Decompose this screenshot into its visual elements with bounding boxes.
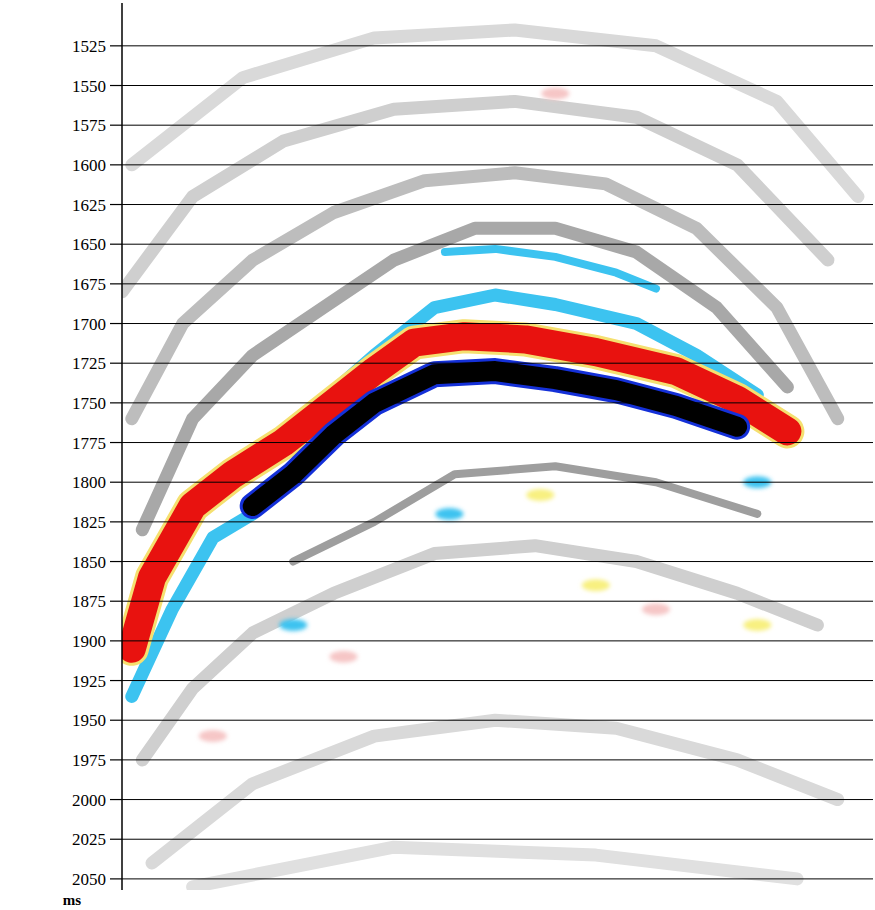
reflection-event [253,371,737,506]
grid-line [122,521,873,522]
amplitude-patch [526,489,554,501]
grid-line [122,283,873,284]
tick-mark [110,799,122,800]
reflection-event [122,101,828,291]
grid-line [122,759,873,760]
tick-label: 2025 [72,830,106,849]
tick-mark [110,839,122,840]
grid-line [122,839,873,840]
reflection-event [293,466,757,561]
grid-line [122,601,873,602]
grid-line [122,442,873,443]
tick-label: 1975 [72,751,106,770]
amplitude-patch [743,619,771,631]
tick-label: 1725 [72,354,106,373]
tick-mark [110,85,122,86]
amplitude-patch [541,87,569,99]
event-edge [132,336,788,649]
grid-line [122,164,873,165]
tick-label: 1650 [72,235,106,254]
grid-line [122,363,873,364]
tick-label: 1675 [72,275,106,294]
grid-line [122,561,873,562]
chart: 1525 1550 1575 1600 1625 1650 1675 1700 1725 1750… [0,0,875,910]
tick-mark [110,680,122,681]
tick-label: 1925 [72,672,106,691]
grid-line [122,482,873,483]
tick-label: 1700 [72,315,106,334]
grid-line [122,680,873,681]
grid-line [122,244,873,245]
amplitude-patch [582,579,610,591]
axis-line [121,3,123,890]
grid-line [122,204,873,205]
tick-label: 1625 [72,196,106,215]
axis-title: ms [63,892,81,908]
grid-line [122,323,873,324]
tick-mark [110,561,122,562]
y-axis: 1525 1550 1575 1600 1625 1650 1675 1700 1725 1750… [72,3,122,890]
tick-label: 2000 [72,791,106,810]
tick-label: 1800 [72,473,106,492]
tick-mark [110,323,122,324]
amplitude-patch [279,619,307,631]
tick-mark [110,204,122,205]
grid-line [122,125,873,126]
reflection-event [152,720,838,863]
amplitude-patch [435,508,463,520]
tick-mark [110,363,122,364]
grid-line [122,45,873,46]
tick-label: 2050 [72,870,106,889]
event-edge [253,371,737,506]
tick-label: 1525 [72,37,106,56]
tick-label: 1825 [72,513,106,532]
grid-line [122,640,873,641]
tick-mark [110,164,122,165]
amplitude-patch [642,603,670,615]
tick-label: 1575 [72,116,106,135]
tick-mark [110,244,122,245]
grid-line [122,799,873,800]
amplitude-patch [330,651,358,663]
tick-label: 1775 [72,434,106,453]
tick-label: 1950 [72,711,106,730]
plot-area [122,30,858,887]
tick-mark [110,601,122,602]
amplitude-patch [199,730,227,742]
tick-label: 1550 [72,77,106,96]
tick-mark [110,720,122,721]
grid-line [122,402,873,403]
tick-label: 1875 [72,592,106,611]
tick-mark [110,283,122,284]
tick-mark [110,759,122,760]
tick-mark [110,640,122,641]
tick-label: 1900 [72,632,106,651]
tick-label: 1750 [72,394,106,413]
tick-mark [110,482,122,483]
tick-mark [110,442,122,443]
grid-line [122,878,873,879]
tick-mark [110,521,122,522]
grid-line [122,720,873,721]
tick-mark [110,402,122,403]
reflection-event [445,249,656,289]
reflection-event [193,847,798,887]
grid-line [122,85,873,86]
tick-label: 1850 [72,553,106,572]
tick-mark [110,45,122,46]
tick-mark [110,125,122,126]
reflection-event [132,336,788,649]
tick-label: 1600 [72,156,106,175]
tick-mark [110,878,122,879]
